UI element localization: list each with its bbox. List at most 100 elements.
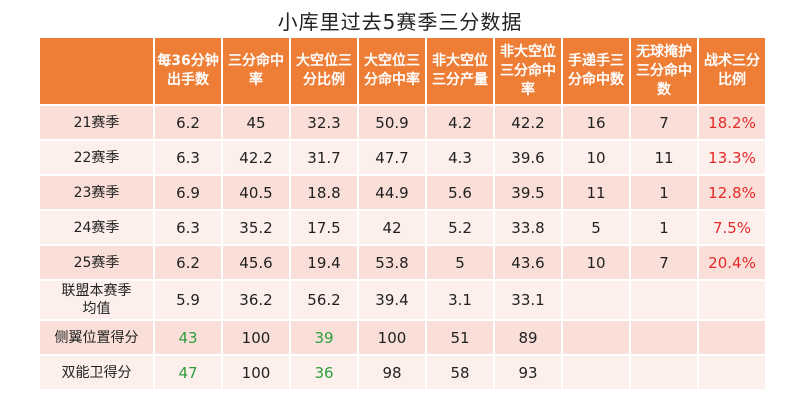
row-label: 联盟本赛季均值 [40, 281, 153, 319]
table-cell: 16 [563, 106, 629, 139]
table-cell: 19.4 [291, 246, 357, 279]
table-cell: 39.4 [359, 281, 425, 319]
table-cell: 31.7 [291, 141, 357, 174]
table-cell: 1 [631, 176, 697, 209]
table-cell: 44.9 [359, 176, 425, 209]
table-cell: 1 [631, 211, 697, 244]
table-cell: 5.2 [427, 211, 493, 244]
table-cell-highlight: 36 [291, 356, 357, 389]
table-cell [563, 356, 629, 389]
table-cell: 18.8 [291, 176, 357, 209]
row-label: 侧翼位置得分 [40, 321, 153, 354]
table-cell [631, 321, 697, 354]
table-cell-highlight: 12.8% [699, 176, 765, 209]
row-label: 25赛季 [40, 246, 153, 279]
table-cell: 35.2 [223, 211, 289, 244]
header-cell-offball-screen-makes: 无球掩护三分命中数 [631, 38, 697, 104]
table-cell: 36.2 [223, 281, 289, 319]
header-cell-non-open-pct: 非大空位三分命中率 [495, 38, 561, 104]
table-cell: 4.2 [427, 106, 493, 139]
header-cell-corner [40, 38, 153, 104]
table-cell [563, 281, 629, 319]
table-cell-highlight: 39 [291, 321, 357, 354]
table-cell: 47.7 [359, 141, 425, 174]
table-cell [699, 356, 765, 389]
table-cell: 42 [359, 211, 425, 244]
table-cell [563, 321, 629, 354]
table-cell: 42.2 [495, 106, 561, 139]
table-cell: 98 [359, 356, 425, 389]
row-label: 双能卫得分 [40, 356, 153, 389]
table-cell: 5 [563, 211, 629, 244]
table-cell-highlight: 20.4% [699, 246, 765, 279]
table-cell-highlight: 7.5% [699, 211, 765, 244]
header-cell-play-three-ratio: 战术三分比例 [699, 38, 765, 104]
table-cell: 5.6 [427, 176, 493, 209]
table-cell: 6.9 [155, 176, 221, 209]
table-cell [631, 356, 697, 389]
table-cell: 5 [427, 246, 493, 279]
table-cell: 40.5 [223, 176, 289, 209]
header-cell-wide-open-ratio: 大空位三分比例 [291, 38, 357, 104]
table-cell: 33.8 [495, 211, 561, 244]
table-cell: 7 [631, 246, 697, 279]
table-cell: 51 [427, 321, 493, 354]
table-cell: 39.6 [495, 141, 561, 174]
header-row: 每36分钟出手数 三分命中率 大空位三分比例 大空位三分命中率 非大空位三分产量… [40, 38, 765, 104]
table-cell [699, 281, 765, 319]
table-cell: 42.2 [223, 141, 289, 174]
header-cell-three-pt-pct: 三分命中率 [223, 38, 289, 104]
table-row: 23赛季 6.9 40.5 18.8 44.9 5.6 39.5 11 1 12… [40, 176, 765, 209]
table-cell-highlight: 18.2% [699, 106, 765, 139]
stats-table: 每36分钟出手数 三分命中率 大空位三分比例 大空位三分命中率 非大空位三分产量… [38, 36, 767, 391]
table-cell: 56.2 [291, 281, 357, 319]
table-row: 25赛季 6.2 45.6 19.4 53.8 5 43.6 10 7 20.4… [40, 246, 765, 279]
table-cell: 39.5 [495, 176, 561, 209]
header-cell-handoff-makes: 手递手三分命中数 [563, 38, 629, 104]
header-cell-attempts-per-36: 每36分钟出手数 [155, 38, 221, 104]
header-cell-wide-open-pct: 大空位三分命中率 [359, 38, 425, 104]
table-row: 22赛季 6.3 42.2 31.7 47.7 4.3 39.6 10 11 1… [40, 141, 765, 174]
table-row: 双能卫得分 47 100 36 98 58 93 [40, 356, 765, 389]
table-cell: 6.3 [155, 211, 221, 244]
table-cell: 100 [223, 321, 289, 354]
table-cell-highlight: 43 [155, 321, 221, 354]
table-cell: 17.5 [291, 211, 357, 244]
table-cell: 10 [563, 246, 629, 279]
row-label: 22赛季 [40, 141, 153, 174]
table-cell: 11 [631, 141, 697, 174]
table-row: 24赛季 6.3 35.2 17.5 42 5.2 33.8 5 1 7.5% [40, 211, 765, 244]
table-cell: 53.8 [359, 246, 425, 279]
table-cell: 45.6 [223, 246, 289, 279]
row-label: 21赛季 [40, 106, 153, 139]
table-cell: 58 [427, 356, 493, 389]
row-label: 24赛季 [40, 211, 153, 244]
table-cell: 10 [563, 141, 629, 174]
table-row: 侧翼位置得分 43 100 39 100 51 89 [40, 321, 765, 354]
table-cell-highlight: 47 [155, 356, 221, 389]
table-cell: 6.2 [155, 106, 221, 139]
table-cell: 43.6 [495, 246, 561, 279]
table-cell: 93 [495, 356, 561, 389]
row-label: 23赛季 [40, 176, 153, 209]
page-title: 小库里过去5赛季三分数据 [277, 10, 523, 34]
table-cell: 33.1 [495, 281, 561, 319]
table-cell: 45 [223, 106, 289, 139]
table-cell: 4.3 [427, 141, 493, 174]
table-cell: 6.3 [155, 141, 221, 174]
table-cell: 3.1 [427, 281, 493, 319]
table-cell: 100 [223, 356, 289, 389]
table-cell: 5.9 [155, 281, 221, 319]
table-cell-highlight: 13.3% [699, 141, 765, 174]
table-cell: 6.2 [155, 246, 221, 279]
table-row: 联盟本赛季均值 5.9 36.2 56.2 39.4 3.1 33.1 [40, 281, 765, 319]
header-cell-non-open-volume: 非大空位三分产量 [427, 38, 493, 104]
table-cell [699, 321, 765, 354]
table-cell: 100 [359, 321, 425, 354]
table-cell: 11 [563, 176, 629, 209]
table-cell [631, 281, 697, 319]
table-cell: 89 [495, 321, 561, 354]
table-cell: 32.3 [291, 106, 357, 139]
table-cell: 7 [631, 106, 697, 139]
table-row: 21赛季 6.2 45 32.3 50.9 4.2 42.2 16 7 18.2… [40, 106, 765, 139]
